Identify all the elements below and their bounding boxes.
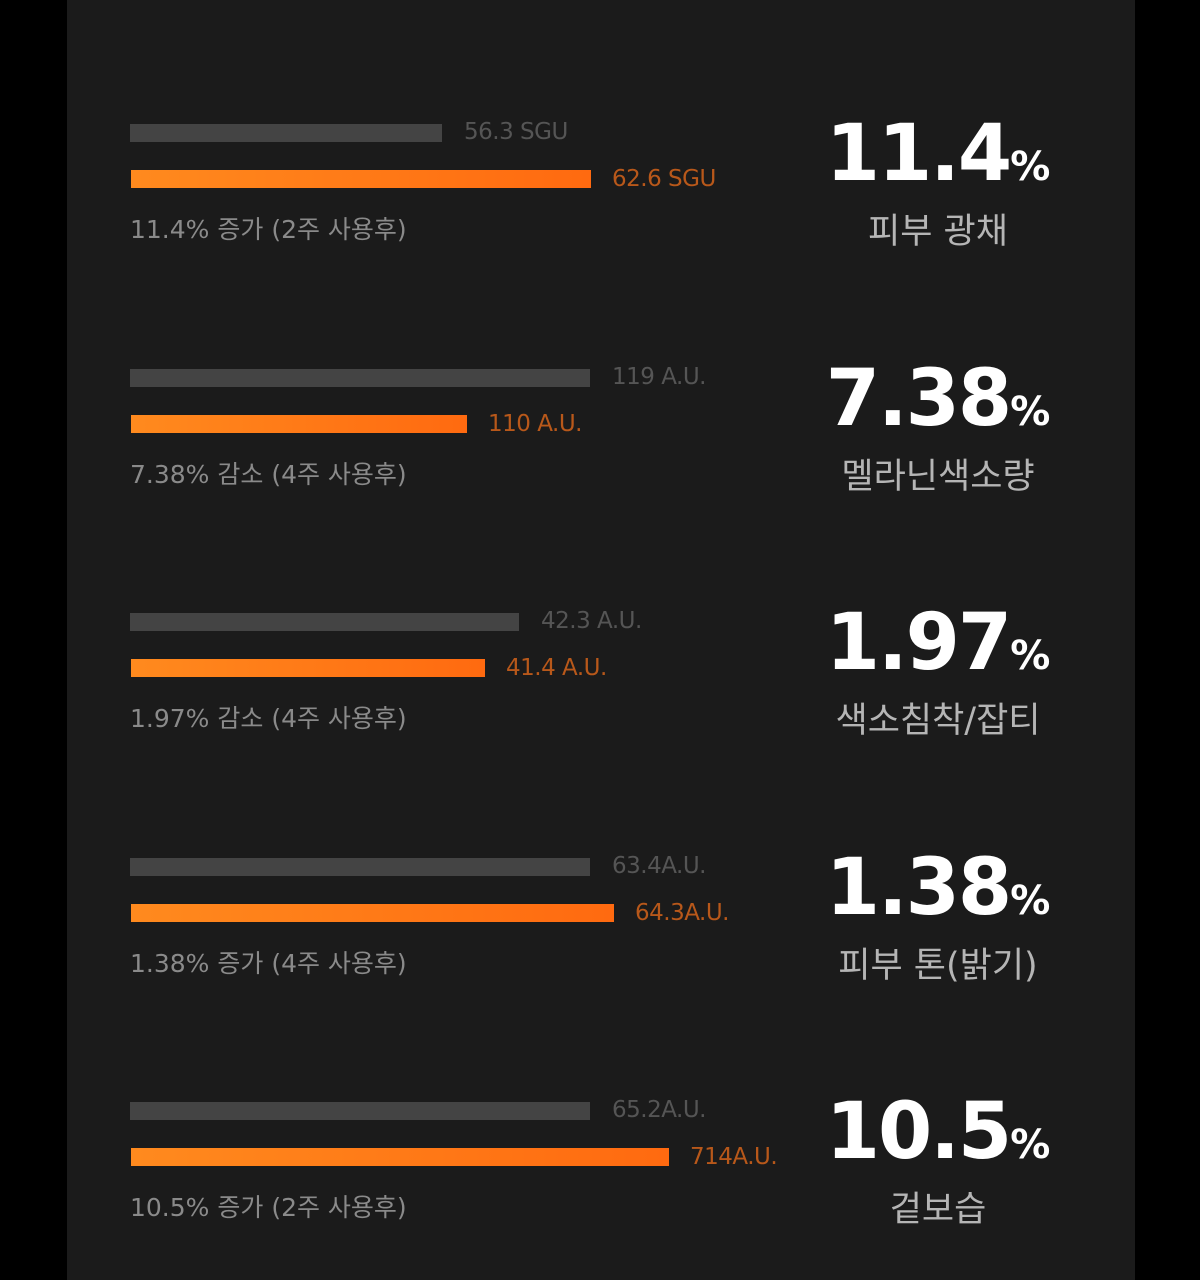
percent-unit: %: [1010, 1122, 1051, 1168]
before-bar: [130, 613, 519, 631]
metric-label: 피부 광채: [868, 212, 1008, 252]
after-bar: [131, 414, 467, 433]
metric-label: 멜라닌색소량: [841, 456, 1035, 497]
percent-number: 11.4: [825, 109, 1012, 199]
before-value: 65.2A.U.: [612, 1097, 707, 1123]
note: 1.97% 감소 (4주 사용후): [130, 704, 407, 733]
metric-label: 겉보습: [889, 1190, 987, 1230]
percent-unit: %: [1010, 388, 1051, 435]
before-value: 63.4A.U.: [612, 852, 707, 879]
percent-number: 1.38: [825, 842, 1012, 933]
after-bar: [131, 170, 591, 188]
note: 11.4% 증가 (2주 사용후): [130, 215, 407, 244]
before-bar: [130, 368, 590, 387]
percent-number: 7.38: [825, 353, 1012, 444]
percent-unit: %: [1010, 877, 1051, 924]
before-bar: [130, 857, 590, 876]
after-bar: [131, 903, 614, 922]
before-value: 56.3 SGU: [464, 119, 568, 145]
before-bar: [130, 124, 442, 142]
percent: 1.38%: [788, 848, 1088, 941]
metric-label: 색소침착/잡티: [835, 701, 1041, 741]
after-value: 41.4 A.U.: [506, 655, 607, 681]
after-value: 110 A.U.: [488, 410, 583, 437]
percent: 10.5%: [788, 1092, 1088, 1185]
percent: 11.4%: [788, 114, 1088, 207]
percent-number: 1.97: [825, 598, 1012, 688]
after-value: 62.6 SGU: [612, 166, 716, 192]
note: 1.38% 증가 (4주 사용후): [130, 948, 407, 978]
percent: 7.38%: [788, 359, 1088, 452]
metric-label: 피부 톤(밝기): [838, 945, 1038, 986]
before-bar: [130, 1102, 590, 1120]
after-value: 64.3A.U.: [635, 899, 730, 926]
panel: 56.3 SGU 62.6 SGU 11.4% 증가 (2주 사용후) 11.4% 피부…: [67, 0, 1135, 1280]
note: 7.38% 감소 (4주 사용후): [130, 459, 407, 489]
after-bar: [131, 659, 485, 677]
percent-number: 10.5: [825, 1087, 1012, 1177]
percent-unit: %: [1010, 633, 1051, 679]
percent: 1.97%: [788, 603, 1088, 696]
after-value: 714A.U.: [690, 1144, 778, 1170]
after-bar: [131, 1148, 669, 1166]
before-value: 42.3 A.U.: [541, 608, 642, 634]
note: 10.5% 증가 (2주 사용후): [130, 1193, 407, 1222]
before-value: 119 A.U.: [612, 363, 707, 390]
percent-unit: %: [1010, 144, 1051, 190]
